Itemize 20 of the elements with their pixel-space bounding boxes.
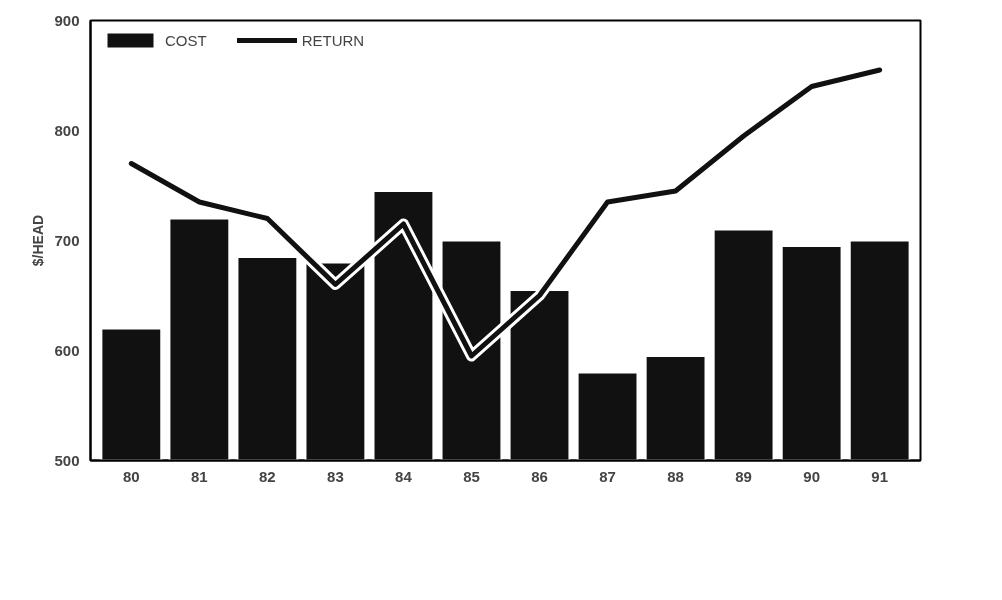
x-tick-label: 81 — [191, 467, 208, 485]
x-tick-label: 88 — [667, 467, 684, 485]
y-tick-label: 600 — [54, 341, 80, 359]
x-tick-label: 90 — [803, 467, 820, 485]
x-tick-label: 91 — [871, 467, 889, 485]
y-tick-label: 700 — [54, 231, 80, 249]
x-tick-label: 80 — [122, 467, 140, 485]
legend-label: RETURN — [301, 31, 365, 49]
x-tick-label: 86 — [531, 467, 548, 485]
x-tick-label: 83 — [327, 467, 344, 485]
x-tick-label: 85 — [463, 467, 480, 485]
y-tick-label: 800 — [54, 121, 80, 139]
y-tick-label: 900 — [54, 11, 80, 29]
y-axis-title: $/HEAD — [30, 214, 47, 267]
x-tick-label: 84 — [395, 467, 413, 485]
x-tick-label: 87 — [599, 467, 616, 485]
x-tick-label: 89 — [735, 467, 752, 485]
legend-label: COST — [165, 31, 207, 49]
x-tick-label: 82 — [259, 467, 276, 485]
y-tick-label: 500 — [54, 451, 80, 469]
